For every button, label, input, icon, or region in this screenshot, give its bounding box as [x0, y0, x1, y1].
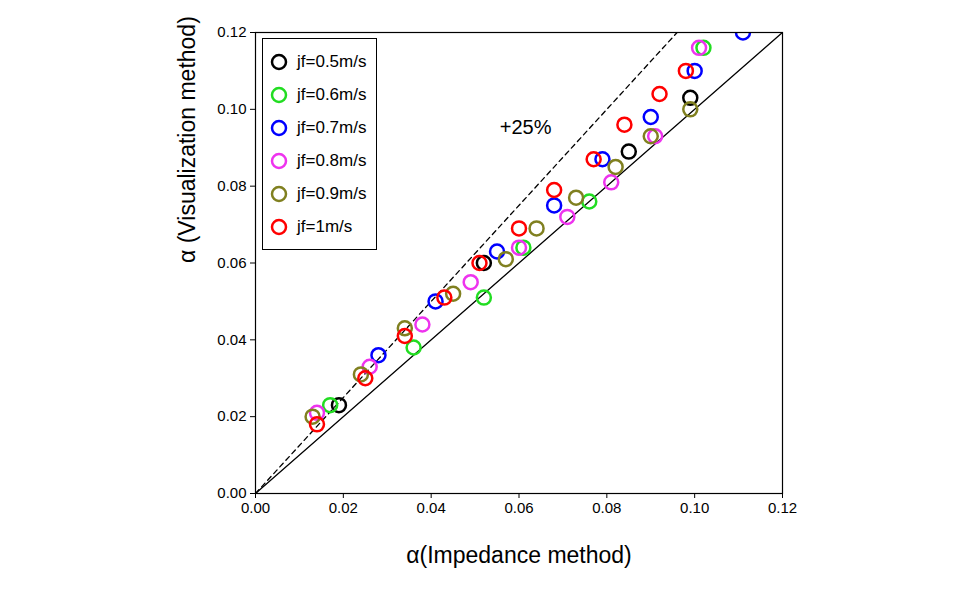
svg-text:α(Impedance method): α(Impedance method): [406, 542, 632, 568]
svg-text:0.06: 0.06: [504, 499, 533, 516]
svg-text:0.04: 0.04: [217, 331, 246, 348]
svg-text:0.12: 0.12: [217, 23, 246, 40]
html-text:jf=0.8m/s: jf=0.8m/s: [297, 150, 367, 170]
html-text:jf=1m/s: jf=1m/s: [297, 216, 353, 236]
svg-text:α (Visualization method): α (Visualization method): [174, 16, 200, 263]
svg-text:0.04: 0.04: [417, 499, 446, 516]
svg-text:0.12: 0.12: [768, 499, 797, 516]
svg-text:0.02: 0.02: [329, 499, 358, 516]
svg-text:0.02: 0.02: [217, 407, 246, 424]
svg-text:0.10: 0.10: [217, 100, 246, 117]
svg-text:0.08: 0.08: [217, 177, 246, 194]
svg-text:0.00: 0.00: [241, 499, 270, 516]
html-text:jf=0.6m/s: jf=0.6m/s: [297, 84, 367, 104]
svg-text:0.08: 0.08: [592, 499, 621, 516]
svg-text:0.10: 0.10: [680, 499, 709, 516]
html-text:jf=0.7m/s: jf=0.7m/s: [297, 117, 367, 137]
svg-text:0.00: 0.00: [217, 484, 246, 501]
svg-text:+25%: +25%: [500, 116, 552, 138]
svg-text:0.06: 0.06: [217, 254, 246, 271]
html-text:jf=0.5m/s: jf=0.5m/s: [297, 51, 367, 71]
html-text:jf=0.9m/s: jf=0.9m/s: [297, 183, 367, 203]
